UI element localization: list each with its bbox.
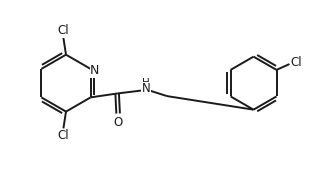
Text: N: N: [90, 64, 99, 77]
Text: Cl: Cl: [58, 24, 69, 37]
Text: Cl: Cl: [291, 56, 302, 69]
Text: Cl: Cl: [58, 129, 69, 142]
Text: H: H: [142, 78, 150, 88]
Text: O: O: [113, 116, 123, 129]
Text: N: N: [142, 83, 151, 95]
